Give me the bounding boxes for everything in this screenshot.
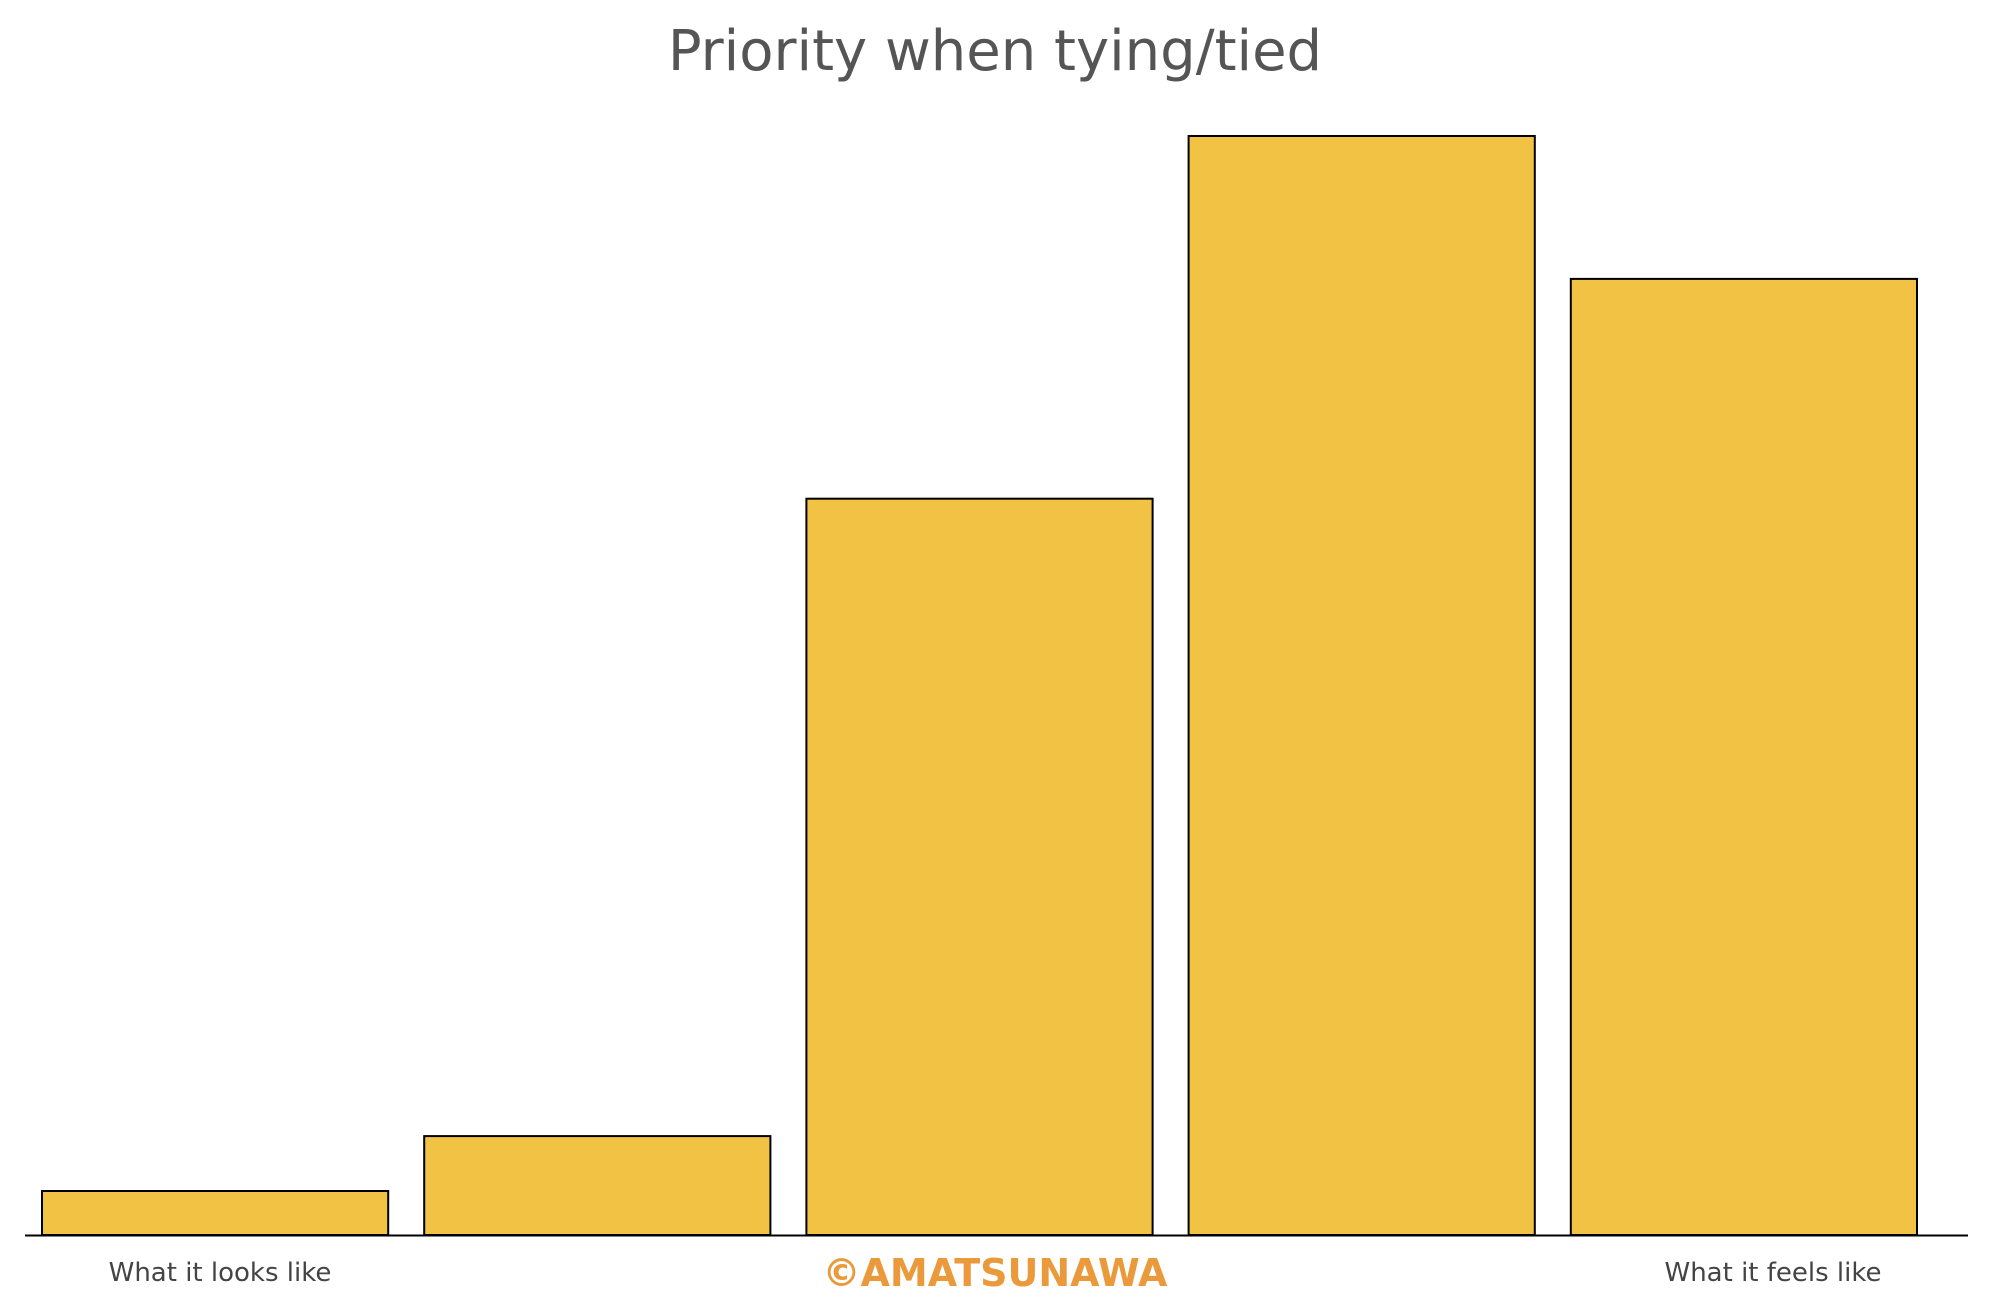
- copyright-watermark: ©AMATSUNAWA: [823, 1251, 1169, 1295]
- x-axis-left-label: What it looks like: [109, 1258, 332, 1288]
- bar-4: [1187, 135, 1536, 1236]
- bar-3: [805, 497, 1154, 1236]
- chart-title: Priority when tying/tied: [668, 19, 1322, 84]
- bars-group: [41, 135, 1919, 1236]
- bar-5: [1569, 277, 1919, 1236]
- bar-1: [41, 1190, 390, 1236]
- x-axis-right-label: What it feels like: [1664, 1258, 1881, 1288]
- bar-2: [423, 1135, 772, 1236]
